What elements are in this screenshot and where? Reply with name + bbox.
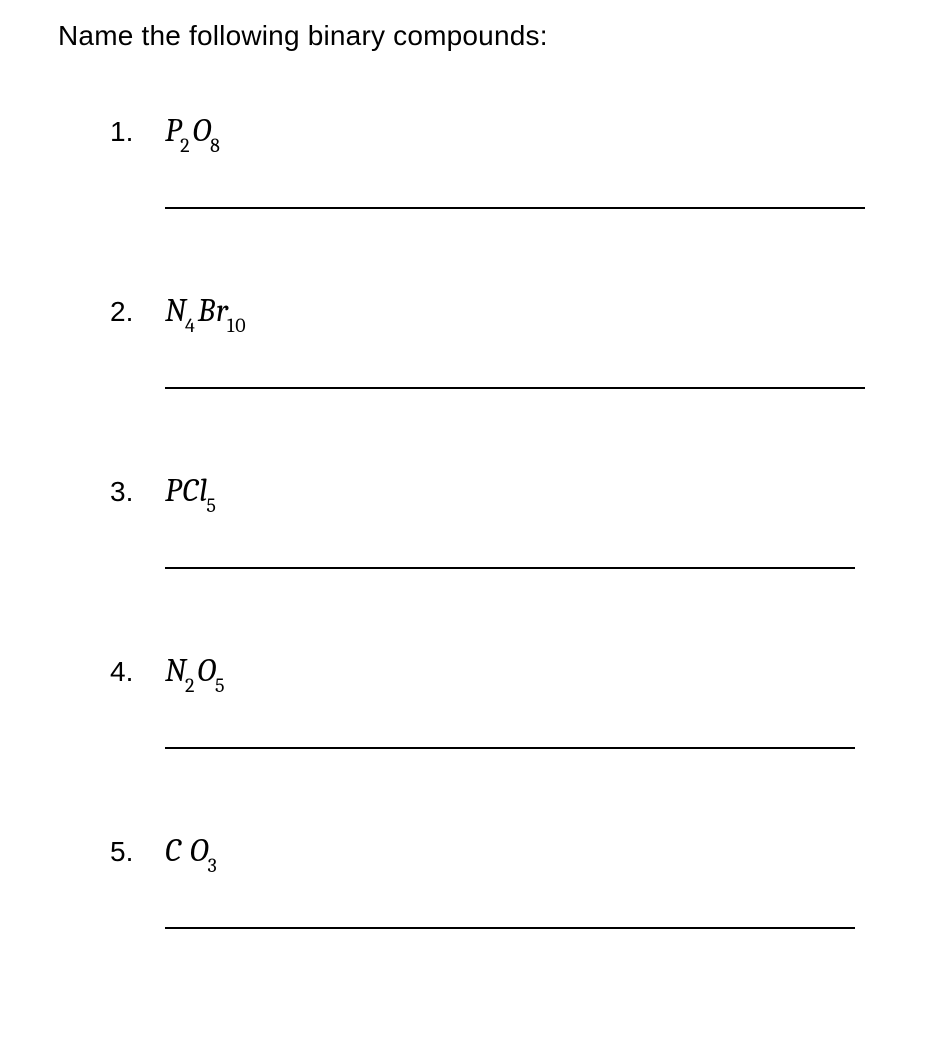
problem-row: 4. N2O5 — [110, 652, 946, 693]
element-symbol: Cl — [182, 472, 208, 509]
element-symbol: N — [165, 292, 187, 329]
problem-number: 3. — [110, 476, 165, 508]
problem-number: 1. — [110, 116, 165, 148]
problem-4: 4. N2O5 — [110, 652, 946, 792]
answer-line — [165, 387, 865, 389]
element-symbol: P — [165, 472, 182, 509]
problem-number: 4. — [110, 656, 165, 688]
problem-number: 5. — [110, 836, 165, 868]
element-symbol: C — [165, 832, 182, 869]
chemical-formula: N4Br10 — [165, 292, 249, 333]
element-subscript: 2 — [180, 134, 190, 157]
chemical-formula: P2O8 — [165, 112, 223, 153]
problem-row: 3. PCl5 — [110, 472, 946, 513]
element-subscript: 3 — [207, 854, 217, 877]
problem-row: 2. N4Br10 — [110, 292, 946, 333]
element-subscript: 5 — [206, 494, 217, 517]
element-subscript: 10 — [227, 314, 247, 337]
worksheet-page: Name the following binary compounds: 1. … — [0, 0, 946, 1048]
element-symbol: Br — [198, 292, 229, 329]
element-subscript: 5 — [215, 674, 226, 697]
page-title: Name the following binary compounds: — [58, 20, 946, 52]
element-symbol: N — [165, 652, 187, 689]
problem-3: 3. PCl5 — [110, 472, 946, 612]
problem-1: 1. P2O8 — [110, 112, 946, 252]
answer-line — [165, 207, 865, 209]
element-subscript: 2 — [185, 674, 195, 697]
chemical-formula: C O3 — [165, 832, 220, 873]
problem-number: 2. — [110, 296, 165, 328]
answer-line — [165, 747, 855, 749]
chemical-formula: PCl5 — [165, 472, 219, 513]
problem-5: 5. C O3 — [110, 832, 946, 972]
answer-line — [165, 927, 855, 929]
element-subscript: 4 — [185, 314, 196, 337]
problem-row: 1. P2O8 — [110, 112, 946, 153]
problem-2: 2. N4Br10 — [110, 292, 946, 432]
problem-row: 5. C O3 — [110, 832, 946, 873]
answer-line — [165, 567, 855, 569]
element-subscript: 8 — [210, 134, 221, 157]
chemical-formula: N2O5 — [165, 652, 227, 693]
